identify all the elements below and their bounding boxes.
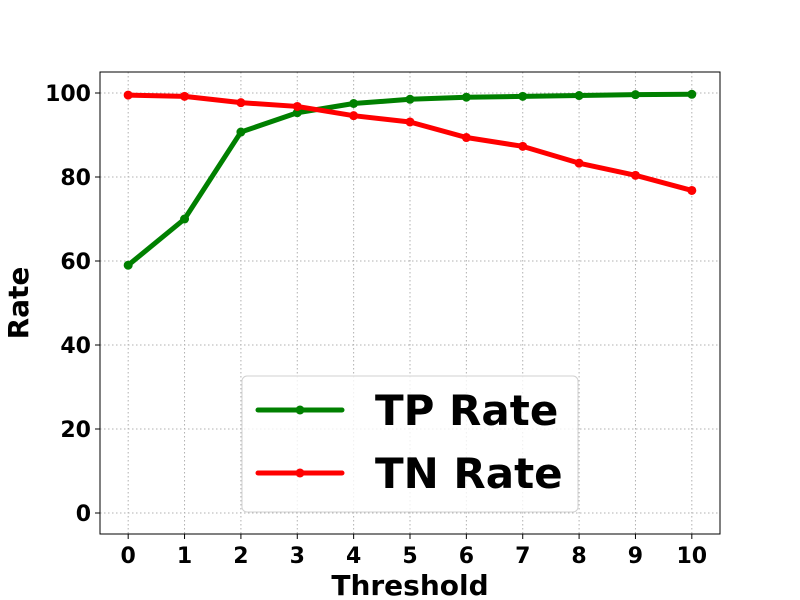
tp-rate-point <box>574 91 584 101</box>
tp-rate-point <box>405 94 415 104</box>
legend-marker-tn-rate <box>295 468 305 478</box>
y-tick-label: 40 <box>60 334 91 359</box>
tn-rate-point <box>687 185 697 195</box>
tp-rate-point <box>236 127 246 137</box>
x-tick-label: 10 <box>677 544 708 569</box>
y-tick-label: 20 <box>60 418 91 443</box>
y-tick-label: 60 <box>60 250 91 275</box>
legend: TP Rate TN Rate <box>241 375 579 513</box>
x-axis-label: Threshold <box>331 569 488 600</box>
tp-rate-point <box>349 99 359 108</box>
x-tick-label: 6 <box>459 544 474 569</box>
tp-rate-point <box>292 108 302 118</box>
tp-rate-point <box>687 89 697 99</box>
tp-rate-point <box>180 214 190 224</box>
x-tick-label: 4 <box>346 544 361 569</box>
tn-rate-point <box>180 91 190 101</box>
tn-rate-point <box>461 133 471 143</box>
tn-rate-point <box>405 117 415 127</box>
x-tick-label: 7 <box>515 544 530 569</box>
x-tick-label: 5 <box>402 544 417 569</box>
tn-rate-point <box>574 158 584 168</box>
tp-rate-point <box>461 92 471 102</box>
legend-label-tp-rate: TP Rate <box>375 386 558 435</box>
x-tick-label: 0 <box>121 544 136 569</box>
y-tick-label: 80 <box>60 166 91 191</box>
x-tick-label: 9 <box>628 544 643 569</box>
tn-rate-point <box>518 141 528 151</box>
tp-rate-point <box>630 90 640 100</box>
tn-rate-point <box>630 170 640 180</box>
tp-rate-point <box>123 260 133 270</box>
x-tick-label: 2 <box>233 544 248 569</box>
y-tick-label: 0 <box>76 502 91 527</box>
legend-marker-tp-rate <box>295 405 305 415</box>
tn-rate-point <box>123 90 133 100</box>
tn-rate-point <box>349 111 359 121</box>
x-tick-label: 3 <box>290 544 305 569</box>
tn-rate-point <box>292 101 302 111</box>
y-tick-label: 100 <box>45 82 91 107</box>
series-layer <box>123 89 697 270</box>
tp-rate-point <box>518 91 528 101</box>
x-tick-label: 8 <box>571 544 586 569</box>
legend-label-tn-rate: TN Rate <box>375 449 563 498</box>
tp-rate-series <box>123 89 697 270</box>
x-tick-label: 1 <box>177 544 192 569</box>
y-axis-label: Rate <box>2 267 35 340</box>
tn-rate-point <box>236 98 246 108</box>
tn-rate-series <box>123 90 697 195</box>
